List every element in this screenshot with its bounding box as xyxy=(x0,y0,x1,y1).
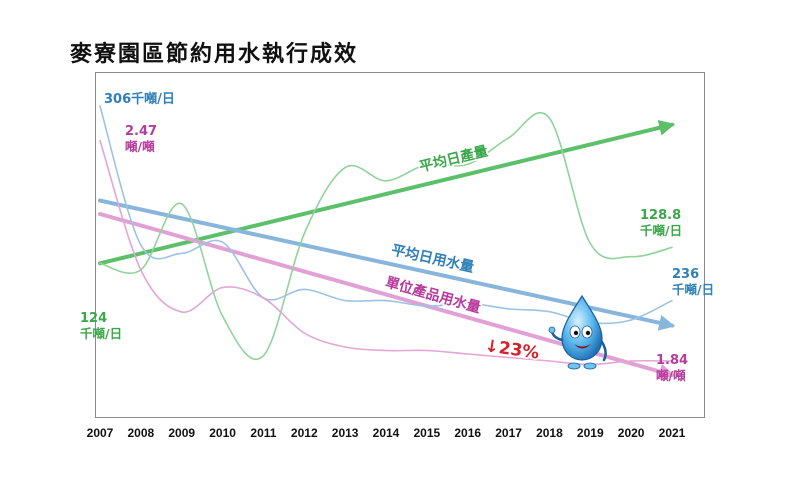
unit-point xyxy=(344,346,346,348)
production-point xyxy=(180,203,183,205)
unit-point xyxy=(385,349,387,352)
x-tick-label: 2015 xyxy=(414,426,441,440)
x-tick-label: 2014 xyxy=(373,426,400,440)
x-tick-label: 2008 xyxy=(128,426,155,440)
unit-point xyxy=(221,286,224,289)
x-tick-label: 2017 xyxy=(495,426,522,440)
unit-start-label: 噸/噸 xyxy=(125,139,155,154)
unit-end-label: 1.84 xyxy=(656,353,688,368)
reduction-annotation: ↓23% xyxy=(482,335,542,365)
unit-end-label: 噸/噸 xyxy=(656,368,686,383)
x-tick-label: 2009 xyxy=(168,426,195,440)
reduction-percent-label: ↓23% xyxy=(483,336,540,363)
usage-point xyxy=(180,252,183,255)
production-point xyxy=(589,242,592,245)
unit-point xyxy=(262,297,265,299)
production-trend-arrow xyxy=(98,119,676,266)
usage-series-name: 平均日用水量 xyxy=(390,241,476,276)
unit-point xyxy=(630,360,632,362)
unit-point xyxy=(180,311,183,313)
x-axis-ticks: 2007 2008 2009 2010 2011 2012 2013 2014 2015 2016… xyxy=(87,426,686,440)
usage-point xyxy=(507,308,510,310)
production-point xyxy=(548,117,551,119)
unit-point xyxy=(548,360,551,362)
production-point xyxy=(466,163,469,166)
unit-point xyxy=(99,139,101,142)
usage-point xyxy=(140,244,142,246)
page-title: 麥寮園區節約用水執行成效 xyxy=(70,41,359,67)
x-tick-label: 2013 xyxy=(332,426,359,440)
production-point xyxy=(426,163,428,166)
usage-point xyxy=(548,310,551,313)
x-tick-label: 2019 xyxy=(577,426,604,440)
x-tick-label: 2011 xyxy=(250,426,276,440)
unit-start-label: 2.47 xyxy=(125,124,157,139)
production-point xyxy=(671,246,673,249)
x-tick-label: 2007 xyxy=(87,426,114,440)
unit-point xyxy=(466,353,469,355)
x-tick-label: 2020 xyxy=(618,426,645,440)
usage-point xyxy=(426,305,428,307)
usage-point xyxy=(466,302,469,305)
production-point xyxy=(385,180,387,182)
usage-end-label: 236 xyxy=(672,267,699,282)
production-point xyxy=(630,255,632,258)
usage-point xyxy=(630,319,632,321)
production-start-label: 124 xyxy=(80,311,107,326)
usage-end-label: 千噸/日 xyxy=(672,282,714,297)
x-tick-label: 2010 xyxy=(209,426,236,440)
x-tick-label: 2016 xyxy=(454,426,481,440)
production-point xyxy=(221,315,224,317)
usage-point xyxy=(221,241,224,244)
unit-point xyxy=(303,332,306,334)
production-point xyxy=(99,262,101,265)
usage-point xyxy=(671,299,673,302)
x-tick-label: 2021 xyxy=(659,426,686,440)
unit-point xyxy=(507,356,510,359)
production-point xyxy=(303,232,306,235)
production-end-label: 128.8 xyxy=(640,208,681,223)
usage-data-line xyxy=(99,105,673,325)
chart-frame xyxy=(95,72,705,418)
production-point xyxy=(262,354,265,357)
usage-point xyxy=(385,299,387,302)
x-tick-label: 2012 xyxy=(291,426,318,440)
production-end-label: 千噸/日 xyxy=(640,223,682,238)
usage-start-label: 306千噸/日 xyxy=(104,91,175,107)
usage-point xyxy=(303,288,306,291)
unit-point xyxy=(426,349,428,352)
unit-point xyxy=(671,360,673,362)
production-start-label: 千噸/日 xyxy=(80,326,122,341)
production-point xyxy=(344,166,346,169)
production-point xyxy=(507,137,510,139)
water-drop-mascot-icon xyxy=(548,294,607,370)
unit-point xyxy=(140,269,142,271)
production-data-line xyxy=(99,111,673,360)
usage-point xyxy=(99,105,101,107)
x-tick-label: 2018 xyxy=(536,426,563,440)
usage-point xyxy=(344,299,346,302)
